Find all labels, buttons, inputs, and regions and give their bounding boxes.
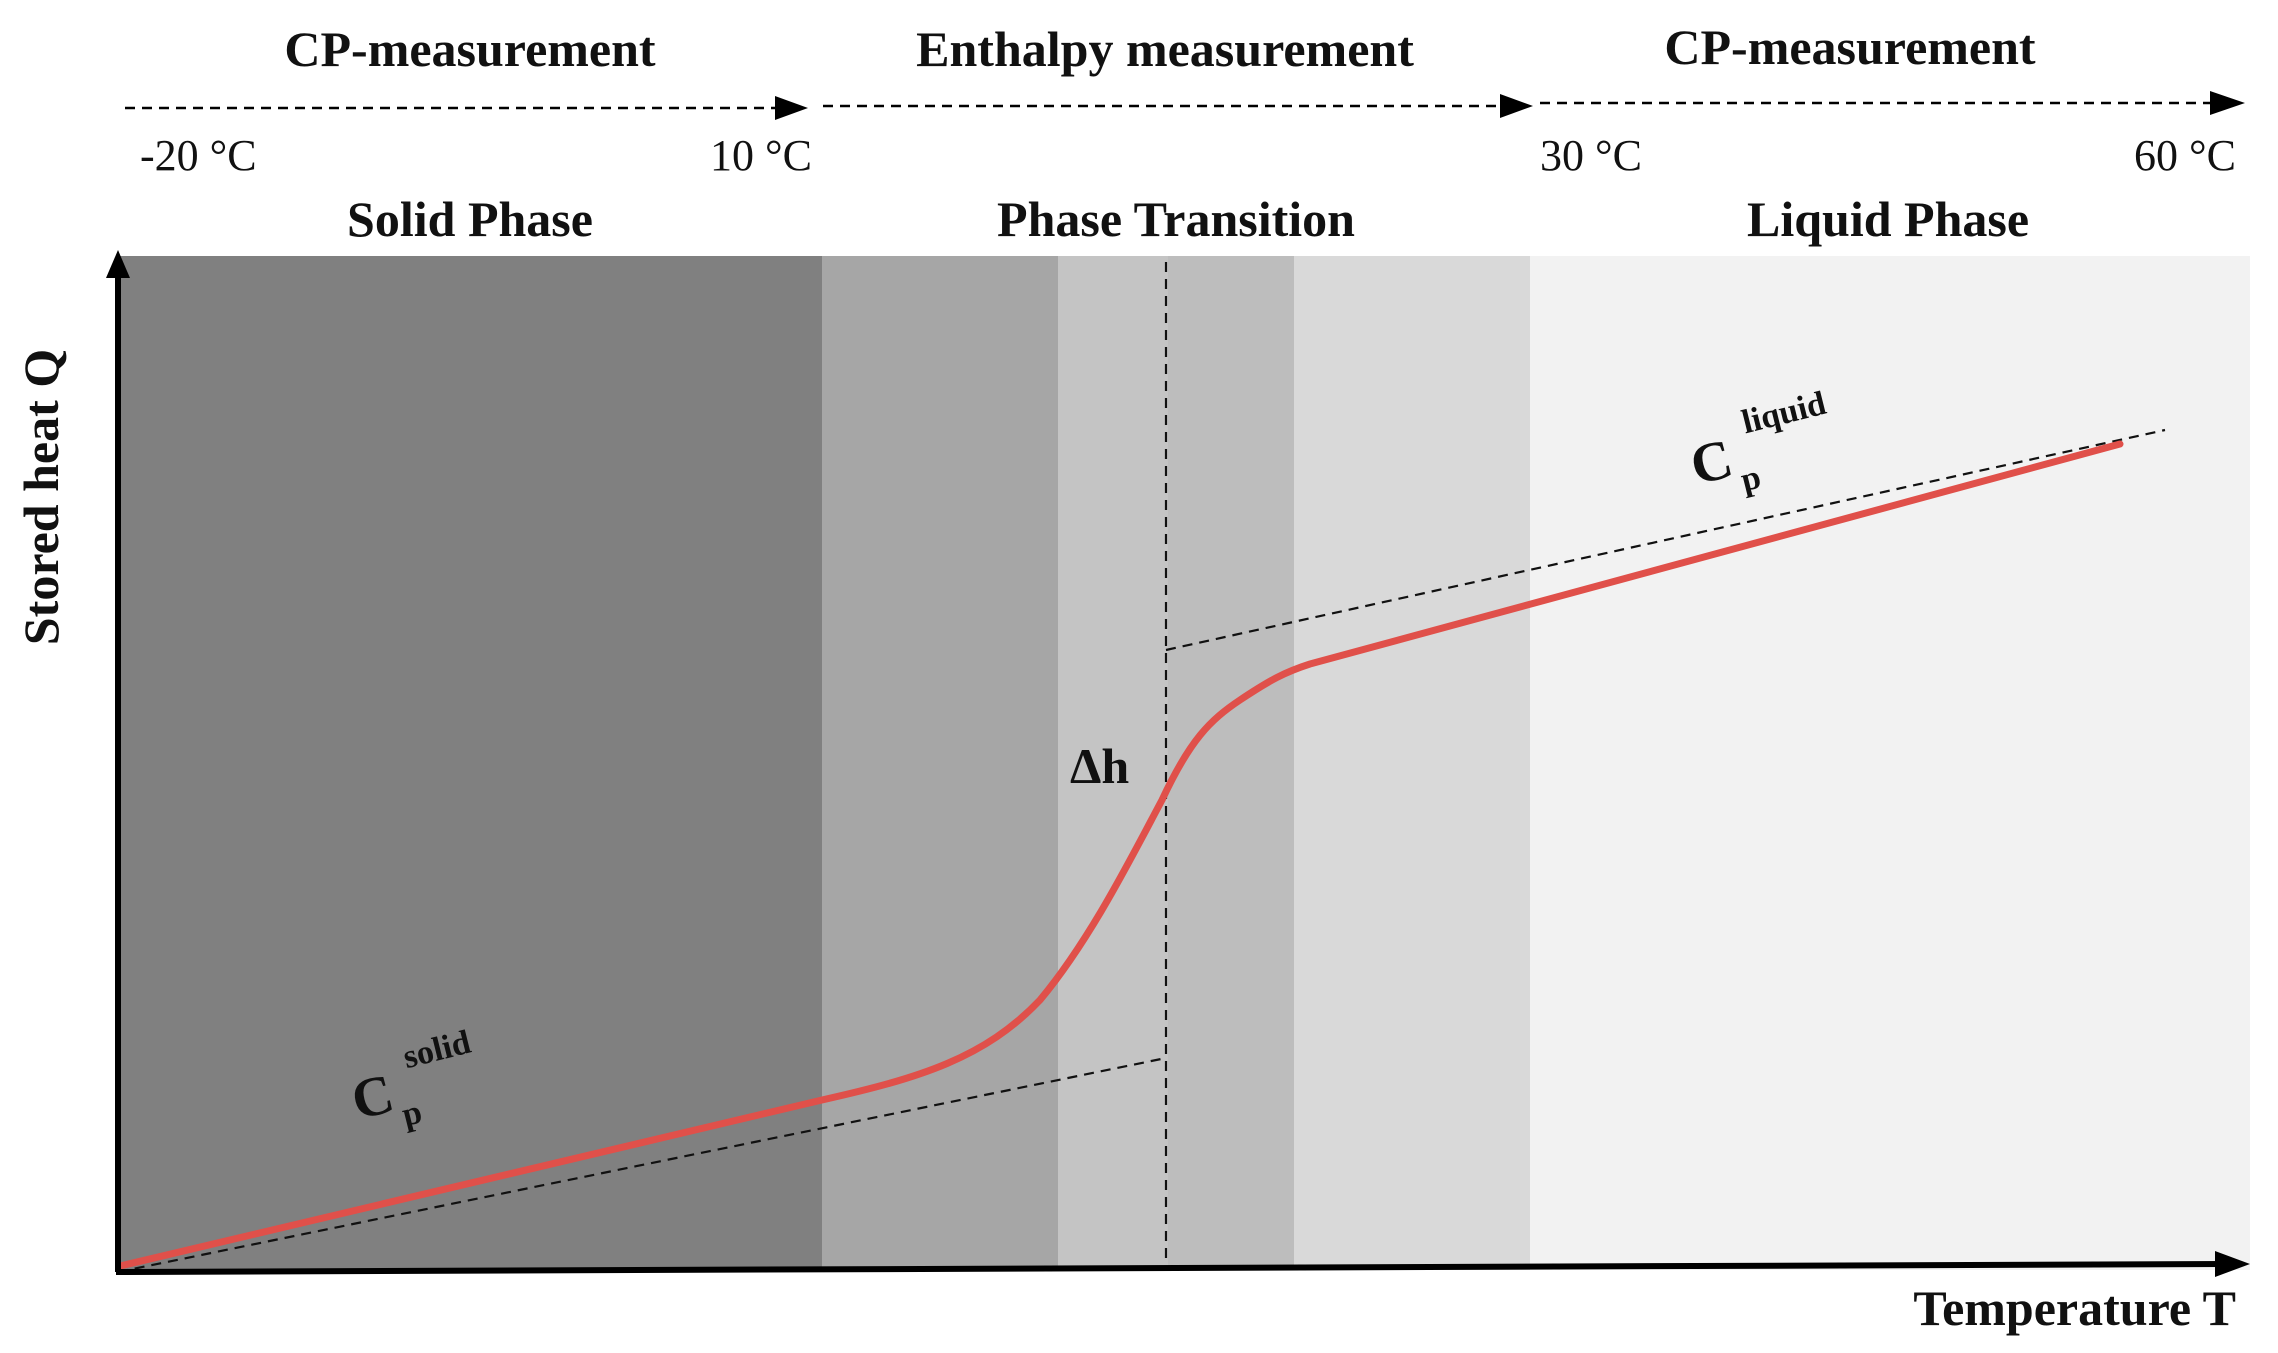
cp-solid-tangent <box>117 1056 1167 1274</box>
arrowhead-2 <box>1500 94 1533 118</box>
header-cp-measurement-left: CP-measurement <box>284 21 656 77</box>
transition-zone-2 <box>1058 256 1168 1270</box>
measurement-arrows <box>125 101 2222 110</box>
temp-label-60: 60 °C <box>2134 131 2236 180</box>
cp-liquid-tangent <box>1165 428 2166 652</box>
x-axis <box>115 1261 2226 1275</box>
header-enthalpy-measurement: Enthalpy measurement <box>916 21 1414 77</box>
transition-zone-1 <box>822 256 1058 1270</box>
enthalpy-curve <box>116 440 2124 1270</box>
temp-label-30: 30 °C <box>1540 131 1642 180</box>
phase-label-liquid: Liquid Phase <box>1747 191 2029 247</box>
y-axis-arrowhead <box>106 250 130 278</box>
y-axis-label: Stored heat Q <box>13 349 69 645</box>
x-axis-label: Temperature T <box>1913 1280 2236 1336</box>
x-axis-arrowhead <box>2215 1251 2250 1277</box>
measurement-arrowheads <box>775 91 2245 120</box>
temp-label-minus20: -20 °C <box>140 131 257 180</box>
reference-lines <box>117 262 2166 1274</box>
phase-label-solid: Solid Phase <box>347 191 593 247</box>
transition-zone-3 <box>1168 256 1294 1270</box>
header-cp-measurement-right: CP-measurement <box>1664 19 2036 75</box>
arrowhead-3 <box>2210 91 2245 115</box>
transition-zone-4 <box>1294 256 1530 1270</box>
arrowhead-1 <box>775 96 808 120</box>
axes <box>106 250 2250 1277</box>
liquid-phase-zone <box>1530 256 2250 1270</box>
temp-label-10: 10 °C <box>710 131 812 180</box>
delta-h-label: Δh <box>1070 738 1129 794</box>
phase-label-transition: Phase Transition <box>997 191 1355 247</box>
background-zones <box>118 256 2250 1270</box>
solid-phase-zone <box>118 256 822 1270</box>
